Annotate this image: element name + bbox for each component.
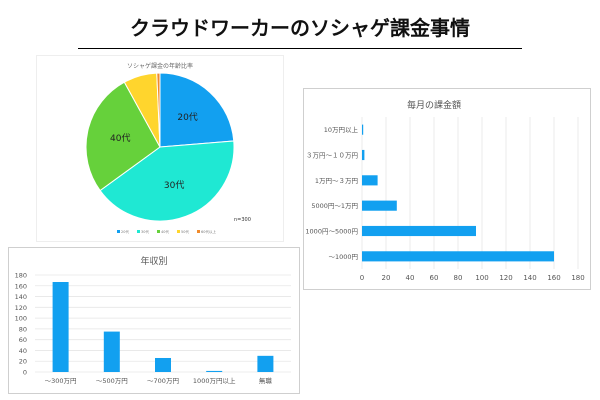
vbar-bar-3 xyxy=(206,370,223,372)
hbar-tick-label-5: 100 xyxy=(475,274,488,282)
vbar-tick-label-5: 100 xyxy=(15,315,27,323)
pie-legend-label-3: 50代 xyxy=(181,229,189,234)
vbar-tick-label-0: 0 xyxy=(23,369,27,377)
pie-sample-note: n=300 xyxy=(234,217,251,223)
hbar-tick-label-8: 160 xyxy=(547,274,560,282)
vbar-tick-label-9: 180 xyxy=(15,272,27,280)
hbar-bar-2 xyxy=(362,175,378,186)
pie-legend-label-4: 60代以上 xyxy=(201,229,216,234)
vbar-bar-4 xyxy=(257,355,274,372)
pie-legend-swatch-3 xyxy=(177,230,180,233)
hbar-bar-0 xyxy=(362,124,364,135)
page-title: クラウドワーカーのソシャゲ課金事情 xyxy=(130,16,470,40)
vbar-category-label-1: 〜500万円 xyxy=(96,377,128,385)
vbar-category-label-4: 無職 xyxy=(259,376,273,385)
hbar-bar-1 xyxy=(362,149,365,161)
hbar-tick-label-0: 0 xyxy=(360,274,364,282)
pie-slice-1 xyxy=(99,140,235,222)
pie-legend-label-2: 40代 xyxy=(161,229,169,234)
vbar-tick-label-8: 160 xyxy=(15,282,27,290)
monthly-spend-chart-panel: 毎月の課金額 10万円以上 ３万円〜１０万円 1万円〜３万円 5000円〜1万円 100… xyxy=(303,88,591,290)
pie-slice-label-1: 30代 xyxy=(164,180,184,191)
vbar-tick-label-2: 40 xyxy=(19,347,27,355)
vbar-tick-label-7: 140 xyxy=(15,293,27,301)
vbar-bar-1 xyxy=(103,331,120,372)
vbar-category-label-2: 〜700万円 xyxy=(147,377,179,385)
hbar-tick-label-9: 180 xyxy=(571,274,584,282)
vbar-tick-label-4: 80 xyxy=(19,325,27,333)
vbar-category-label-3: 1000万円以上 xyxy=(193,376,236,385)
age-pie-chart: ソシャゲ課金の年齢比率 20代 30代 40代 n=300 20代 30代 40代 50代… xyxy=(85,62,251,234)
hbar-bar-5 xyxy=(362,251,554,262)
hbar-tick-label-2: 40 xyxy=(406,274,415,282)
hbar-category-label-5: 〜1000円 xyxy=(328,253,358,261)
hbar-category-label-0: 10万円以上 xyxy=(324,125,359,134)
pie-legend-swatch-2 xyxy=(157,230,160,233)
hbar-category-label-4: 1000円〜5000円 xyxy=(305,228,358,236)
pie-slice-0 xyxy=(159,72,235,148)
vbar-tick-label-3: 60 xyxy=(19,336,27,344)
hbar-chart-title: 毎月の課金額 xyxy=(407,99,461,111)
pie-legend-label-1: 30代 xyxy=(141,229,149,234)
vbar-category-label-0: 〜300万円 xyxy=(45,377,77,385)
pie-slice-label-0: 20代 xyxy=(177,112,197,123)
income-bar-chart: 年収別 〜300万円 〜500万円 〜700万円 1000万円以上 無職 0 20 40 60… xyxy=(15,255,291,385)
monthly-spend-bar-chart: 毎月の課金額 10万円以上 ３万円〜１０万円 1万円〜３万円 5000円〜1万円 100… xyxy=(305,99,584,282)
hbar-tick-label-6: 120 xyxy=(499,274,512,282)
hbar-tick-label-1: 20 xyxy=(382,274,391,282)
hbar-tick-label-3: 60 xyxy=(430,274,439,282)
pie-legend-label-0: 20代 xyxy=(121,229,129,234)
pie-slice-2 xyxy=(85,81,161,192)
hbar-bar-3 xyxy=(362,200,397,211)
income-chart-panel: 年収別 〜300万円 〜500万円 〜700万円 1000万円以上 無職 0 20 40 60… xyxy=(8,247,300,394)
pie-legend-swatch-4 xyxy=(197,230,200,233)
hbar-tick-label-7: 140 xyxy=(523,274,536,282)
pie-slice-label-2: 40代 xyxy=(110,133,130,144)
hbar-category-label-1: ３万円〜１０万円 xyxy=(306,152,358,160)
vbar-chart-title: 年収別 xyxy=(140,255,167,267)
pie-slice-4 xyxy=(156,72,161,148)
hbar-tick-label-4: 80 xyxy=(454,274,463,282)
hbar-bar-4 xyxy=(362,225,476,237)
vbar-bar-2 xyxy=(155,357,171,372)
vbar-bar-0 xyxy=(52,282,69,372)
pie-legend-swatch-0 xyxy=(117,230,120,233)
vbar-tick-label-1: 20 xyxy=(19,358,27,366)
age-pie-chart-panel: ソシャゲ課金の年齢比率 20代 30代 40代 n=300 20代 30代 40代 50代… xyxy=(36,55,284,242)
hbar-category-label-2: 1万円〜３万円 xyxy=(315,177,358,185)
hbar-category-label-3: 5000円〜1万円 xyxy=(311,202,358,210)
pie-legend-swatch-1 xyxy=(137,230,140,233)
vbar-tick-label-6: 120 xyxy=(15,304,27,312)
pie-chart-title: ソシャゲ課金の年齢比率 xyxy=(127,62,193,70)
title-underline xyxy=(78,48,522,49)
